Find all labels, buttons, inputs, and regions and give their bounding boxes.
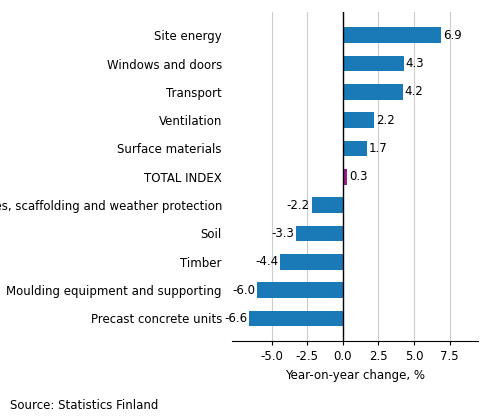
Bar: [343, 56, 404, 71]
Text: -2.2: -2.2: [286, 198, 310, 212]
Text: -4.4: -4.4: [255, 255, 279, 268]
Text: 4.3: 4.3: [406, 57, 424, 70]
Bar: [343, 84, 403, 99]
Text: -6.6: -6.6: [224, 312, 247, 325]
Bar: [343, 169, 347, 185]
Text: -6.0: -6.0: [233, 284, 256, 297]
Text: 1.7: 1.7: [369, 142, 387, 155]
Bar: [296, 225, 343, 241]
X-axis label: Year-on-year change, %: Year-on-year change, %: [285, 369, 425, 382]
Bar: [280, 254, 343, 270]
Bar: [312, 197, 343, 213]
Text: 4.2: 4.2: [404, 85, 423, 98]
Text: 0.3: 0.3: [349, 170, 367, 183]
Text: 2.2: 2.2: [376, 114, 395, 126]
Text: 6.9: 6.9: [443, 29, 461, 42]
Bar: [343, 112, 374, 128]
Bar: [257, 282, 343, 298]
Bar: [343, 27, 441, 43]
Text: Source: Statistics Finland: Source: Statistics Finland: [10, 399, 158, 412]
Text: -3.3: -3.3: [271, 227, 294, 240]
Bar: [343, 141, 367, 156]
Bar: [249, 311, 343, 326]
